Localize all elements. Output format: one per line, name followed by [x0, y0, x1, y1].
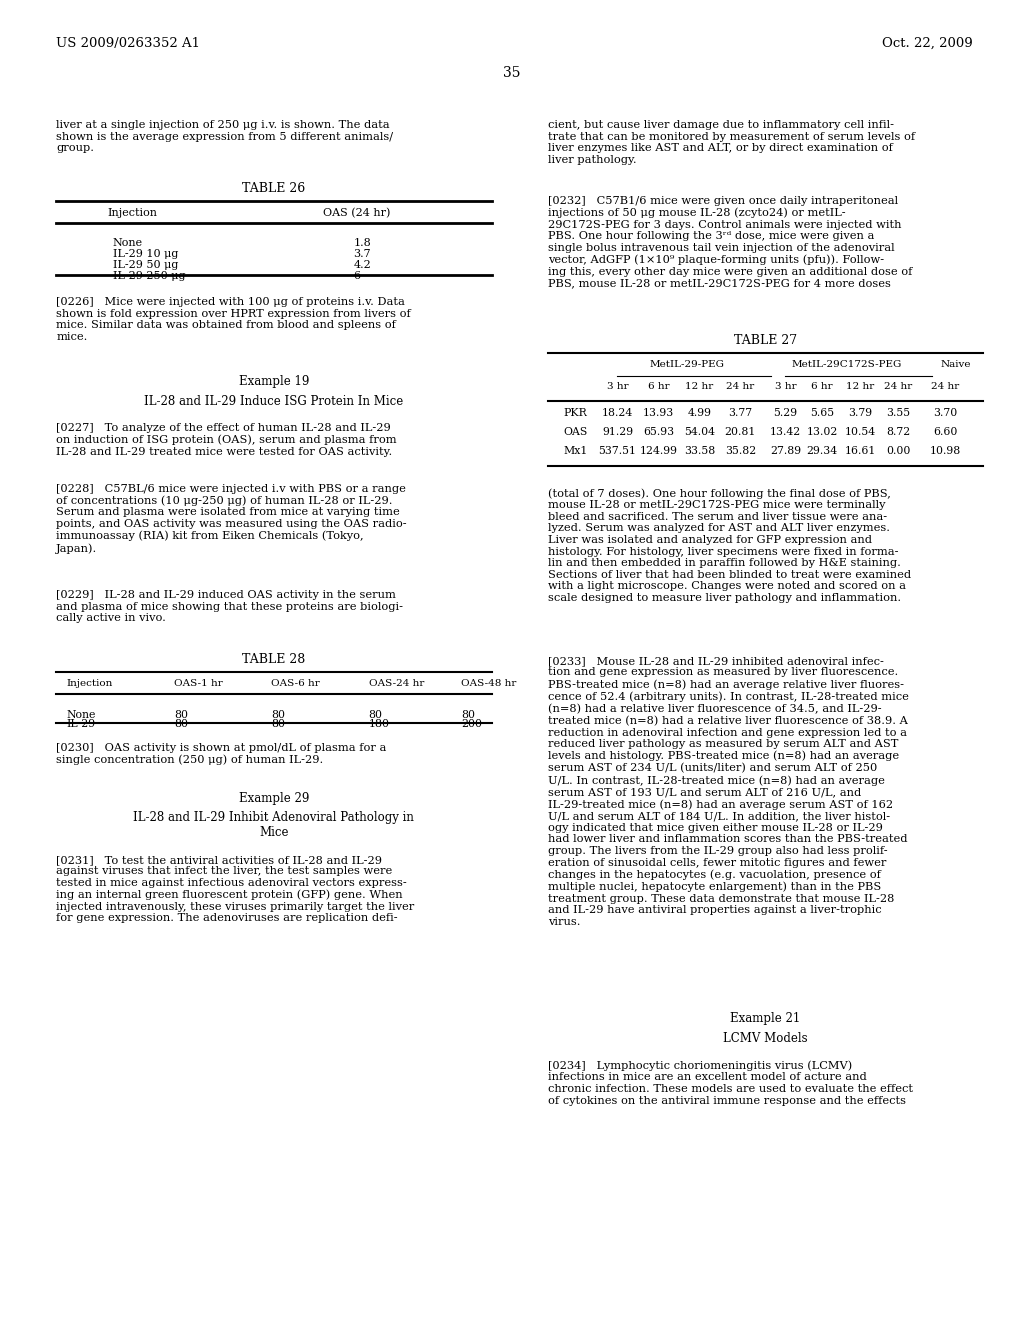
Text: TABLE 28: TABLE 28 [243, 653, 305, 667]
Text: IL-28 and IL-29 Induce ISG Protein In Mice: IL-28 and IL-29 Induce ISG Protein In Mi… [144, 395, 403, 408]
Text: cient, but cause liver damage due to inflammatory cell infil-
trate that can be : cient, but cause liver damage due to inf… [548, 120, 915, 165]
Text: 537.51: 537.51 [598, 446, 637, 457]
Text: 10.54: 10.54 [845, 428, 876, 437]
Text: 80: 80 [174, 710, 188, 719]
Text: Example 19: Example 19 [239, 375, 309, 388]
Text: TABLE 26: TABLE 26 [243, 182, 305, 195]
Text: 80: 80 [271, 719, 286, 729]
Text: Injection: Injection [108, 207, 158, 218]
Text: 12 hr: 12 hr [846, 381, 874, 391]
Text: 3.70: 3.70 [933, 408, 957, 418]
Text: 3.77: 3.77 [728, 408, 753, 418]
Text: 24 hr: 24 hr [726, 381, 755, 391]
Text: IL-29: IL-29 [67, 719, 95, 729]
Text: [0230]   OAS activity is shown at pmol/dL of plasma for a
single concentration (: [0230] OAS activity is shown at pmol/dL … [56, 743, 387, 764]
Text: 10.98: 10.98 [930, 446, 961, 457]
Text: Example 21: Example 21 [730, 1012, 801, 1026]
Text: IL-28 and IL-29 Inhibit Adenoviral Pathology in: IL-28 and IL-29 Inhibit Adenoviral Patho… [133, 810, 415, 824]
Text: 24 hr: 24 hr [884, 381, 912, 391]
Text: 80: 80 [271, 710, 286, 719]
Text: IL-29 50 μg: IL-29 50 μg [113, 260, 178, 269]
Text: OAS-1 hr: OAS-1 hr [174, 678, 223, 688]
Text: Example 29: Example 29 [239, 792, 309, 805]
Text: 80: 80 [461, 710, 475, 719]
Text: 5.65: 5.65 [810, 408, 835, 418]
Text: [0233]   Mouse IL-28 and IL-29 inhibited adenoviral infec-
tion and gene express: [0233] Mouse IL-28 and IL-29 inhibited a… [548, 656, 908, 927]
Text: TABLE 27: TABLE 27 [734, 334, 797, 347]
Text: 29.34: 29.34 [807, 446, 838, 457]
Text: OAS-48 hr: OAS-48 hr [461, 678, 516, 688]
Text: OAS: OAS [563, 428, 588, 437]
Text: [0234]   Lymphocytic choriomeningitis virus (LCMV)
infections in mice are an exc: [0234] Lymphocytic choriomeningitis viru… [548, 1060, 912, 1106]
Text: Injection: Injection [67, 678, 113, 688]
Text: 3.7: 3.7 [353, 249, 371, 259]
Text: Mice: Mice [259, 826, 289, 840]
Text: Naive: Naive [940, 360, 971, 370]
Text: None: None [67, 710, 96, 719]
Text: 13.42: 13.42 [770, 428, 801, 437]
Text: 3.55: 3.55 [886, 408, 910, 418]
Text: 91.29: 91.29 [602, 428, 633, 437]
Text: OAS (24 hr): OAS (24 hr) [323, 207, 390, 218]
Text: IL-29 10 μg: IL-29 10 μg [113, 249, 178, 259]
Text: 80: 80 [174, 719, 188, 729]
Text: US 2009/0263352 A1: US 2009/0263352 A1 [56, 37, 201, 50]
Text: PKR: PKR [563, 408, 587, 418]
Text: 65.93: 65.93 [643, 428, 674, 437]
Text: 35.82: 35.82 [725, 446, 756, 457]
Text: 3.79: 3.79 [848, 408, 872, 418]
Text: [0231]   To test the antiviral activities of IL-28 and IL-29
against viruses tha: [0231] To test the antiviral activities … [56, 855, 415, 924]
Text: (total of 7 doses). One hour following the final dose of PBS,
mouse IL-28 or met: (total of 7 doses). One hour following t… [548, 488, 911, 603]
Text: MetIL-29C172S-PEG: MetIL-29C172S-PEG [792, 360, 902, 370]
Text: liver at a single injection of 250 μg i.v. is shown. The data
shown is the avera: liver at a single injection of 250 μg i.… [56, 120, 393, 153]
Text: 27.89: 27.89 [770, 446, 801, 457]
Text: 3 hr: 3 hr [774, 381, 797, 391]
Text: IL-29 250 μg: IL-29 250 μg [113, 271, 185, 281]
Text: 6 hr: 6 hr [811, 381, 834, 391]
Text: 3 hr: 3 hr [606, 381, 629, 391]
Text: OAS-6 hr: OAS-6 hr [271, 678, 321, 688]
Text: 6.60: 6.60 [933, 428, 957, 437]
Text: None: None [113, 239, 142, 248]
Text: 4.99: 4.99 [687, 408, 712, 418]
Text: 20.81: 20.81 [725, 428, 756, 437]
Text: 0.00: 0.00 [886, 446, 910, 457]
Text: LCMV Models: LCMV Models [723, 1032, 808, 1044]
Text: Oct. 22, 2009: Oct. 22, 2009 [882, 37, 973, 50]
Text: 13.93: 13.93 [643, 408, 674, 418]
Text: [0226]   Mice were injected with 100 μg of proteins i.v. Data
shown is fold expr: [0226] Mice were injected with 100 μg of… [56, 297, 411, 342]
Text: 1.8: 1.8 [353, 239, 371, 248]
Text: 200: 200 [461, 719, 482, 729]
Text: 8.72: 8.72 [886, 428, 910, 437]
Text: 6 hr: 6 hr [647, 381, 670, 391]
Text: 6: 6 [353, 271, 360, 281]
Text: [0227]   To analyze of the effect of human IL-28 and IL-29
on induction of ISG p: [0227] To analyze of the effect of human… [56, 424, 397, 457]
Text: 12 hr: 12 hr [685, 381, 714, 391]
Text: 18.24: 18.24 [602, 408, 633, 418]
Text: [0228]   C57BL/6 mice were injected i.v with PBS or a range
of concentrations (1: [0228] C57BL/6 mice were injected i.v wi… [56, 483, 407, 553]
Text: 5.29: 5.29 [773, 408, 798, 418]
Text: 13.02: 13.02 [807, 428, 838, 437]
Text: 124.99: 124.99 [639, 446, 678, 457]
Text: [0232]   C57B1/6 mice were given once daily intraperitoneal
injections of 50 μg : [0232] C57B1/6 mice were given once dail… [548, 195, 912, 289]
Text: 180: 180 [369, 719, 390, 729]
Text: 80: 80 [369, 710, 383, 719]
Text: 4.2: 4.2 [353, 260, 371, 269]
Text: 24 hr: 24 hr [931, 381, 959, 391]
Text: 33.58: 33.58 [684, 446, 715, 457]
Text: 16.61: 16.61 [845, 446, 876, 457]
Text: 54.04: 54.04 [684, 428, 715, 437]
Text: Mx1: Mx1 [563, 446, 588, 457]
Text: MetIL-29-PEG: MetIL-29-PEG [649, 360, 725, 370]
Text: OAS-24 hr: OAS-24 hr [369, 678, 424, 688]
Text: 35: 35 [503, 66, 521, 81]
Text: [0229]   IL-28 and IL-29 induced OAS activity in the serum
and plasma of mice sh: [0229] IL-28 and IL-29 induced OAS activ… [56, 590, 403, 623]
